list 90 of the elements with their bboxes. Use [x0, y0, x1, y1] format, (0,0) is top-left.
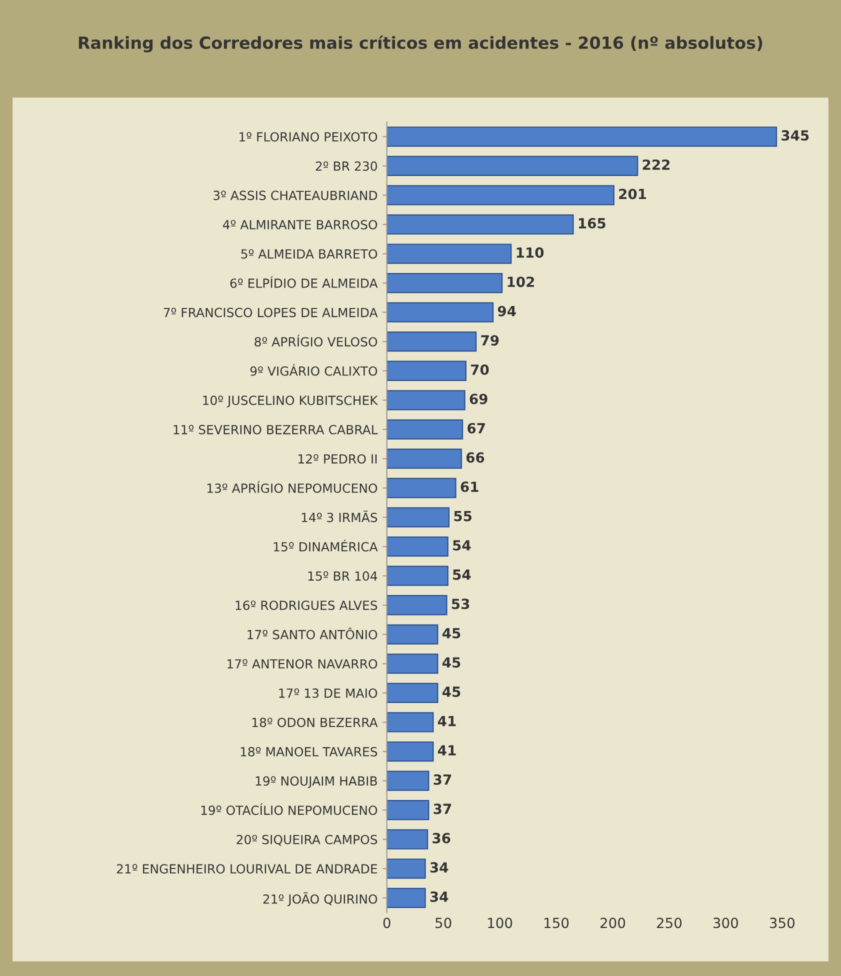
y-tick-label: 12º PEDRO II: [298, 454, 377, 464]
y-tick-label: 7º FRANCISCO LOPES DE ALMEIDA: [164, 308, 378, 318]
y-tick-label: 19º NOUJAIM HABIB: [256, 776, 377, 788]
y-tick-label: 19º OTACÍLIO NEPOMUCENO: [201, 803, 378, 816]
data-label: 79: [481, 335, 499, 346]
y-tick-label: 2º BR 230: [316, 161, 377, 171]
y-tick-label: 15º DINAMÉRICA: [274, 540, 378, 552]
bar: [386, 858, 426, 879]
x-tick-label: 200: [600, 918, 626, 928]
y-tick-label: 17º SANTO ANTÔNIO: [248, 628, 378, 640]
data-label: 67: [468, 422, 485, 434]
x-tick-label: 150: [544, 918, 569, 928]
bar: [386, 682, 438, 704]
y-tick-label: 14º 3 IRMÃS: [302, 510, 378, 522]
data-label: 36: [432, 832, 450, 844]
data-label: 37: [434, 804, 452, 814]
x-tick-label: 250: [656, 918, 682, 928]
y-tick-label: 11º SEVERINO BEZERRA CABRAL: [174, 424, 378, 434]
y-tick-label: 3º ASSIS CHATEAUBRIAND: [214, 190, 378, 200]
y-tick-label: 21º ENGENHEIRO LOURIVAL DE ANDRADE: [116, 864, 378, 874]
bar: [386, 478, 456, 498]
bar: [386, 419, 464, 440]
data-label: 34: [430, 862, 448, 873]
bar: [386, 888, 426, 908]
bar: [386, 302, 494, 322]
x-tick-label: 350: [770, 918, 794, 928]
bar: [386, 800, 430, 820]
data-label: 61: [460, 482, 478, 492]
data-label: 41: [438, 745, 456, 756]
data-label: 34: [430, 891, 448, 902]
y-tick-label: 16º RODRIGUES ALVES: [236, 600, 378, 610]
bar: [386, 829, 428, 850]
x-tick-label: 50: [436, 918, 452, 928]
data-label: 345: [782, 130, 809, 141]
y-tick-label: 20º SIQUEIRA CAMPOS: [236, 834, 378, 846]
bar: [386, 185, 614, 206]
bar: [386, 448, 462, 469]
y-tick-label: 10º JUSCELINO KUBITSCHEK: [203, 396, 378, 408]
bar: [386, 126, 778, 147]
data-label: 54: [453, 540, 471, 551]
bar: [386, 272, 503, 294]
data-label: 45: [442, 628, 460, 638]
y-tick-label: 1º FLORIANO PEIXOTO: [240, 132, 378, 142]
y-tick-label: 18º MANOEL TAVARES: [240, 746, 378, 756]
y-tick-label: 5º ALMEIDA BARRETO: [241, 249, 378, 259]
data-label: 41: [438, 716, 456, 726]
y-tick-label: 8º APRÍGIO VELOSO: [254, 334, 378, 347]
x-tick-label: 300: [713, 918, 738, 928]
bar: [386, 712, 434, 732]
bar: [386, 624, 438, 644]
y-tick-label: 15º BR 104: [308, 571, 378, 581]
x-tick-label: 0: [383, 918, 390, 928]
bar: [386, 741, 434, 762]
chart-title: Ranking dos Corredores mais críticos em acidentes - 2016 (nº absolutos): [78, 35, 762, 52]
bar: [386, 536, 448, 557]
data-label: 45: [442, 686, 460, 697]
bar: [386, 566, 448, 586]
x-tick-label: 100: [488, 918, 512, 928]
y-tick-label: 4º ALMIRANTE BARROSO: [222, 220, 378, 230]
y-tick-label: 9º VIGÁRIO CALIXTO: [250, 364, 378, 376]
data-label: 201: [619, 188, 646, 200]
data-label: 45: [442, 657, 460, 668]
data-label: 110: [516, 247, 544, 258]
bar: [386, 770, 430, 791]
data-label: 54: [453, 570, 471, 580]
data-label: 222: [642, 159, 670, 170]
data-label: 69: [470, 394, 488, 404]
data-label: 165: [578, 218, 606, 229]
data-label: 37: [434, 774, 452, 785]
y-tick-label: 18º ODON BEZERRA: [252, 718, 378, 728]
y-tick-label: 6º ELPÍDIO DE ALMEIDA: [230, 276, 378, 288]
bar: [386, 390, 466, 410]
bar: [386, 595, 448, 616]
y-tick-label: 17º ANTENOR NAVARRO: [228, 659, 378, 669]
y-tick-label: 21º JOÃO QUIRINO: [263, 892, 378, 906]
y-tick-label: 17º 13 DE MAIO: [279, 688, 378, 698]
bar: [386, 214, 574, 235]
data-label: 66: [466, 452, 484, 463]
y-tick-label: 13º APRÍGIO NEPOMUCENO: [207, 481, 378, 493]
bar: [386, 507, 450, 528]
data-label: 70: [471, 364, 489, 375]
bar: [386, 360, 466, 381]
bar: [386, 654, 438, 674]
data-label: 53: [452, 598, 470, 610]
bar: [386, 156, 638, 176]
bar: [386, 332, 477, 352]
data-label: 102: [508, 276, 534, 288]
bar: [386, 244, 512, 264]
data-label: 94: [498, 306, 516, 316]
data-label: 55: [454, 510, 472, 522]
